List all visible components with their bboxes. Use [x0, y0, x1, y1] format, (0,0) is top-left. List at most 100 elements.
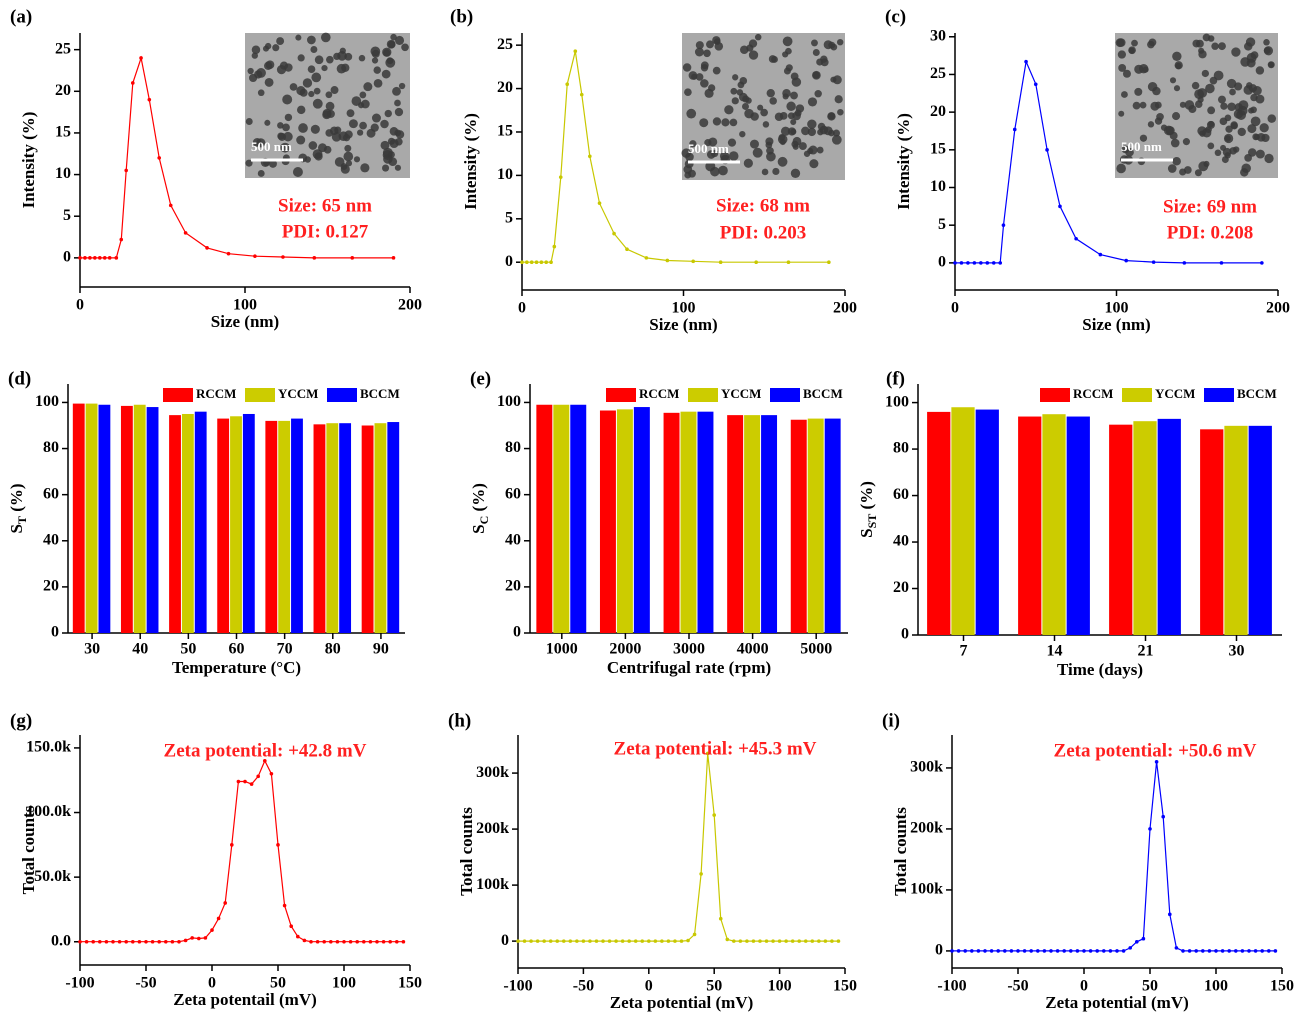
data-point	[269, 771, 274, 776]
particle	[353, 156, 361, 163]
panel-label: (f)	[886, 368, 905, 389]
data-point	[1135, 939, 1139, 944]
particle	[828, 41, 836, 49]
data-point	[1074, 236, 1078, 241]
data-point	[699, 872, 703, 876]
particle	[358, 54, 366, 62]
data-point	[107, 256, 112, 260]
data-point	[827, 260, 831, 265]
data-point	[1174, 946, 1179, 950]
particle	[739, 77, 748, 85]
data-point	[673, 939, 677, 943]
y-tick-label: 30	[930, 27, 946, 44]
legend-label: YCCM	[278, 386, 318, 401]
particle	[1209, 76, 1218, 85]
legend-label: YCCM	[721, 386, 761, 401]
data-point	[597, 201, 602, 205]
bar	[570, 404, 587, 633]
particle	[748, 50, 759, 60]
particle	[812, 70, 821, 80]
data-point	[686, 938, 690, 943]
data-point	[296, 934, 300, 939]
data-point	[322, 939, 327, 944]
x-tick-label: 50	[270, 975, 286, 992]
annotation: PDI: 0.208	[1167, 222, 1254, 243]
data-point	[147, 97, 152, 102]
data-point	[640, 939, 645, 943]
x-tick-label: 200	[1266, 300, 1290, 317]
particle	[1233, 146, 1240, 153]
data-point	[754, 260, 758, 265]
particle	[754, 33, 762, 41]
particle	[1250, 116, 1261, 127]
x-axis-label: Size (nm)	[1082, 315, 1150, 334]
y-tick-label: 10	[930, 178, 946, 195]
data-point	[1148, 827, 1152, 831]
annotation: PDI: 0.203	[720, 222, 807, 243]
panel-label: (c)	[885, 6, 906, 27]
data-point	[1273, 949, 1278, 953]
legend-swatch	[606, 388, 636, 402]
legend-swatch	[327, 388, 357, 402]
bar	[1109, 424, 1133, 635]
particle	[787, 127, 797, 136]
y-tick-label: 50.0k	[34, 868, 71, 885]
y-tick-label: 0	[938, 254, 946, 271]
particle	[746, 44, 754, 52]
annotation: Size: 68 nm	[716, 195, 810, 216]
data-point	[520, 260, 524, 265]
particle	[762, 121, 770, 128]
data-point	[525, 260, 529, 265]
scale-bar-label: 500 nm	[1121, 139, 1162, 154]
particle	[790, 91, 798, 100]
data-point	[1247, 949, 1251, 953]
y-tick-label: 100k	[910, 881, 943, 898]
x-tick-label: 150	[833, 978, 857, 995]
data-point	[1024, 59, 1028, 64]
bar	[1042, 414, 1066, 635]
y-tick-label: 60	[43, 485, 59, 502]
particle	[1243, 42, 1253, 51]
particle	[1197, 96, 1204, 103]
data-point	[253, 254, 257, 258]
particle	[263, 61, 273, 70]
particle	[1174, 61, 1183, 70]
data-point	[561, 939, 566, 943]
annotation: Zeta potential: +42.8 mV	[164, 740, 367, 761]
particle	[341, 63, 350, 72]
data-point	[131, 939, 135, 944]
data-point	[88, 256, 92, 260]
x-tick-label: 1000	[546, 641, 578, 658]
particle	[761, 168, 769, 176]
particle	[704, 139, 712, 147]
data-point	[1029, 949, 1033, 953]
data-point	[114, 256, 119, 260]
data-point	[979, 261, 983, 265]
particle	[712, 117, 722, 126]
bar	[927, 411, 951, 635]
x-axis-label: Zeta potential (mV)	[1045, 993, 1189, 1012]
particle	[814, 89, 822, 98]
data-point	[817, 939, 821, 943]
particle	[682, 63, 692, 72]
particle	[296, 135, 306, 145]
particle	[721, 118, 730, 127]
bar	[85, 403, 98, 633]
data-point	[1069, 949, 1073, 953]
particle	[1218, 42, 1226, 51]
particle	[1240, 168, 1249, 177]
legend-swatch	[245, 388, 275, 402]
data-point	[516, 939, 520, 943]
y-tick-label: 5	[505, 209, 513, 226]
particle	[777, 156, 788, 167]
y-tick-label: 20	[497, 79, 513, 96]
particle	[1208, 121, 1215, 128]
particle	[1131, 39, 1138, 47]
panel: (h) 0 100k 200k 300k Zeta potential (mV) Total…	[448, 710, 857, 1012]
particle	[783, 67, 791, 75]
y-tick-label: 0	[513, 624, 521, 641]
data-point	[790, 939, 795, 943]
data-point	[665, 258, 670, 263]
data-point	[205, 246, 209, 250]
data-point	[1201, 949, 1205, 953]
